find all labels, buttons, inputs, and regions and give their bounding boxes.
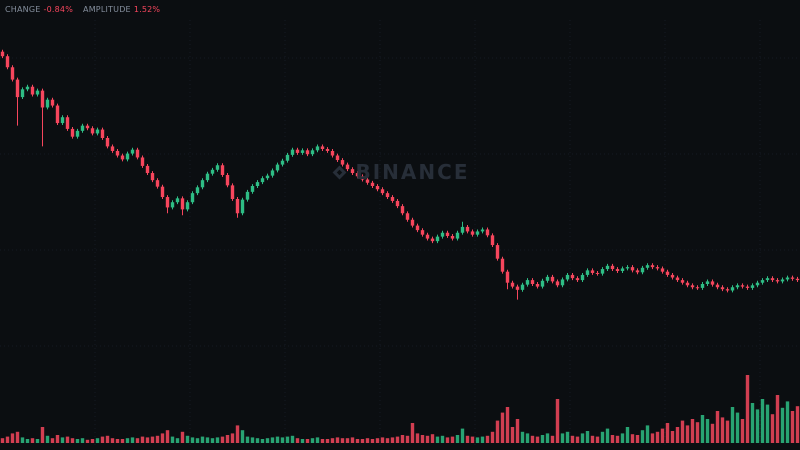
- gridlines: [0, 20, 800, 448]
